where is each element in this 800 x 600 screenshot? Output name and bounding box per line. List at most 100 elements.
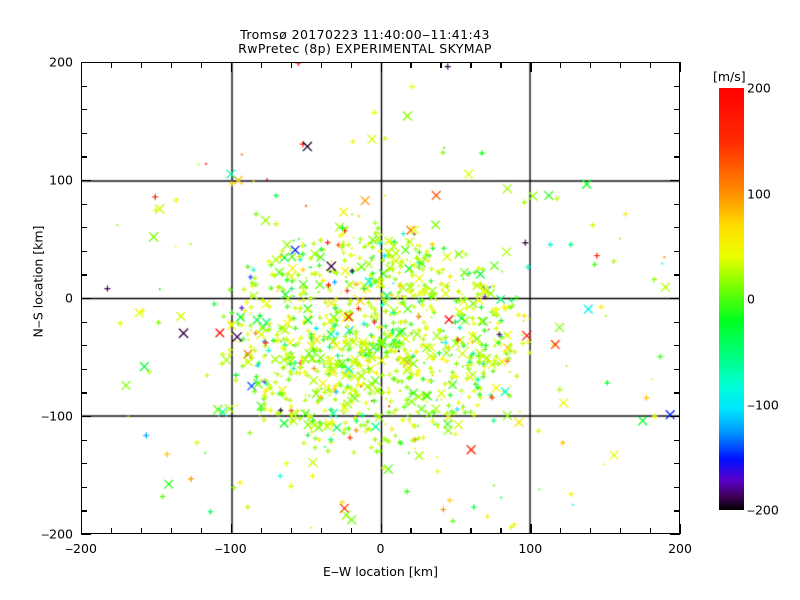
- y-tick-right: [674, 132, 680, 135]
- x-tick-top: [590, 62, 592, 68]
- x-tick-label: ‒200: [65, 541, 97, 556]
- y-tick-right: [674, 486, 680, 489]
- y-tick-left: [81, 534, 91, 536]
- x-tick-bottom: [650, 528, 652, 534]
- y-tick-left: [81, 109, 87, 111]
- y-tick-right: [674, 156, 680, 158]
- x-tick-top: [680, 62, 682, 72]
- y-tick-left: [81, 250, 87, 253]
- y-tick-right: [674, 250, 680, 253]
- x-tick-top: [81, 62, 83, 72]
- x-tick-bottom: [440, 528, 442, 534]
- y-axis-title: N‒S location [km]: [30, 225, 46, 338]
- y-tick-right: [674, 510, 680, 512]
- x-tick-top: [170, 62, 173, 68]
- y-tick-left: [81, 321, 87, 323]
- x-tick-top: [620, 62, 622, 68]
- x-tick-label: 100: [518, 541, 543, 556]
- x-tick-top: [380, 62, 382, 72]
- y-tick-left: [81, 416, 91, 418]
- y-tick-left: [81, 368, 87, 371]
- colorbar-gradient: [719, 88, 744, 510]
- x-tick-top: [470, 62, 472, 68]
- y-tick-right: [674, 463, 680, 465]
- y-tick-right: [670, 416, 680, 418]
- colorbar-unit-label: [m/s]: [713, 69, 746, 84]
- y-tick-left: [81, 486, 87, 489]
- x-tick-label: 200: [668, 541, 692, 556]
- y-tick-left: [81, 298, 91, 300]
- x-tick-bottom: [470, 528, 472, 534]
- x-axis-title: E‒W location [km]: [323, 564, 438, 579]
- y-tick-left: [81, 203, 87, 205]
- colorbar-tick-label: 0: [747, 291, 755, 307]
- x-tick-bottom: [620, 528, 622, 534]
- y-tick-left: [81, 62, 91, 64]
- x-tick-bottom: [230, 524, 233, 534]
- plot-area: [81, 62, 680, 534]
- x-tick-top: [410, 62, 412, 68]
- y-tick-right: [670, 62, 680, 64]
- y-tick-right: [670, 298, 680, 300]
- y-tick-right: [670, 534, 680, 536]
- title-line-2: RwPretec (8p) EXPERIMENTAL SKYMAP: [238, 41, 492, 56]
- x-tick-top: [260, 62, 262, 68]
- y-tick-right: [674, 392, 680, 394]
- y-tick-label: ‒200: [41, 526, 73, 542]
- y-tick-right: [670, 180, 680, 182]
- x-tick-bottom: [560, 528, 562, 534]
- x-tick-top: [440, 62, 442, 68]
- x-tick-top: [560, 62, 562, 68]
- x-tick-top: [350, 62, 352, 68]
- y-tick-left: [81, 156, 87, 158]
- title-line-1: Tromsø 20170223 11:40:00‒11:41:43: [240, 27, 490, 42]
- x-tick-bottom: [140, 528, 143, 534]
- x-tick-top: [230, 62, 233, 72]
- x-tick-bottom: [290, 528, 292, 534]
- y-tick-label: ‒100: [41, 408, 73, 424]
- y-tick-right: [674, 203, 680, 205]
- y-tick-left: [81, 274, 87, 276]
- y-tick-label: 200: [49, 54, 73, 70]
- x-tick-bottom: [81, 524, 83, 534]
- y-tick-right: [674, 439, 680, 441]
- x-tick-top: [110, 62, 113, 68]
- x-tick-top: [500, 62, 502, 68]
- figure-title: Tromsø 20170223 11:40:00‒11:41:43 RwPret…: [0, 28, 730, 56]
- y-tick-left: [81, 463, 87, 465]
- y-tick-left: [81, 345, 87, 347]
- x-tick-bottom: [500, 528, 502, 534]
- y-tick-right: [674, 109, 680, 111]
- y-tick-label: 100: [49, 172, 73, 188]
- x-tick-bottom: [170, 528, 173, 534]
- x-tick-bottom: [350, 528, 352, 534]
- colorbar-tick-label: 100: [747, 186, 771, 201]
- colorbar-tick-label: ‒100: [747, 397, 779, 412]
- x-tick-bottom: [680, 524, 682, 534]
- y-tick-left: [81, 132, 87, 135]
- y-tick-right: [674, 368, 680, 371]
- x-tick-top: [290, 62, 292, 68]
- y-tick-right: [674, 85, 680, 87]
- scatter-plot-canvas: [82, 63, 679, 533]
- colorbar-tick-label: ‒200: [747, 502, 779, 518]
- x-tick-top: [140, 62, 143, 68]
- x-tick-top: [200, 62, 203, 68]
- x-tick-bottom: [530, 524, 532, 534]
- y-tick-left: [81, 392, 87, 394]
- y-tick-left: [81, 180, 91, 182]
- x-tick-top: [530, 62, 532, 72]
- y-tick-right: [674, 274, 680, 276]
- y-tick-left: [81, 439, 87, 441]
- y-tick-left: [81, 227, 87, 229]
- x-tick-top: [320, 62, 322, 68]
- x-tick-bottom: [410, 528, 412, 534]
- y-tick-right: [674, 321, 680, 323]
- y-tick-right: [674, 227, 680, 229]
- x-tick-bottom: [320, 528, 322, 534]
- x-tick-top: [650, 62, 652, 68]
- x-tick-bottom: [590, 528, 592, 534]
- y-tick-right: [674, 345, 680, 347]
- x-tick-bottom: [110, 528, 113, 534]
- y-tick-label: 0: [65, 290, 73, 306]
